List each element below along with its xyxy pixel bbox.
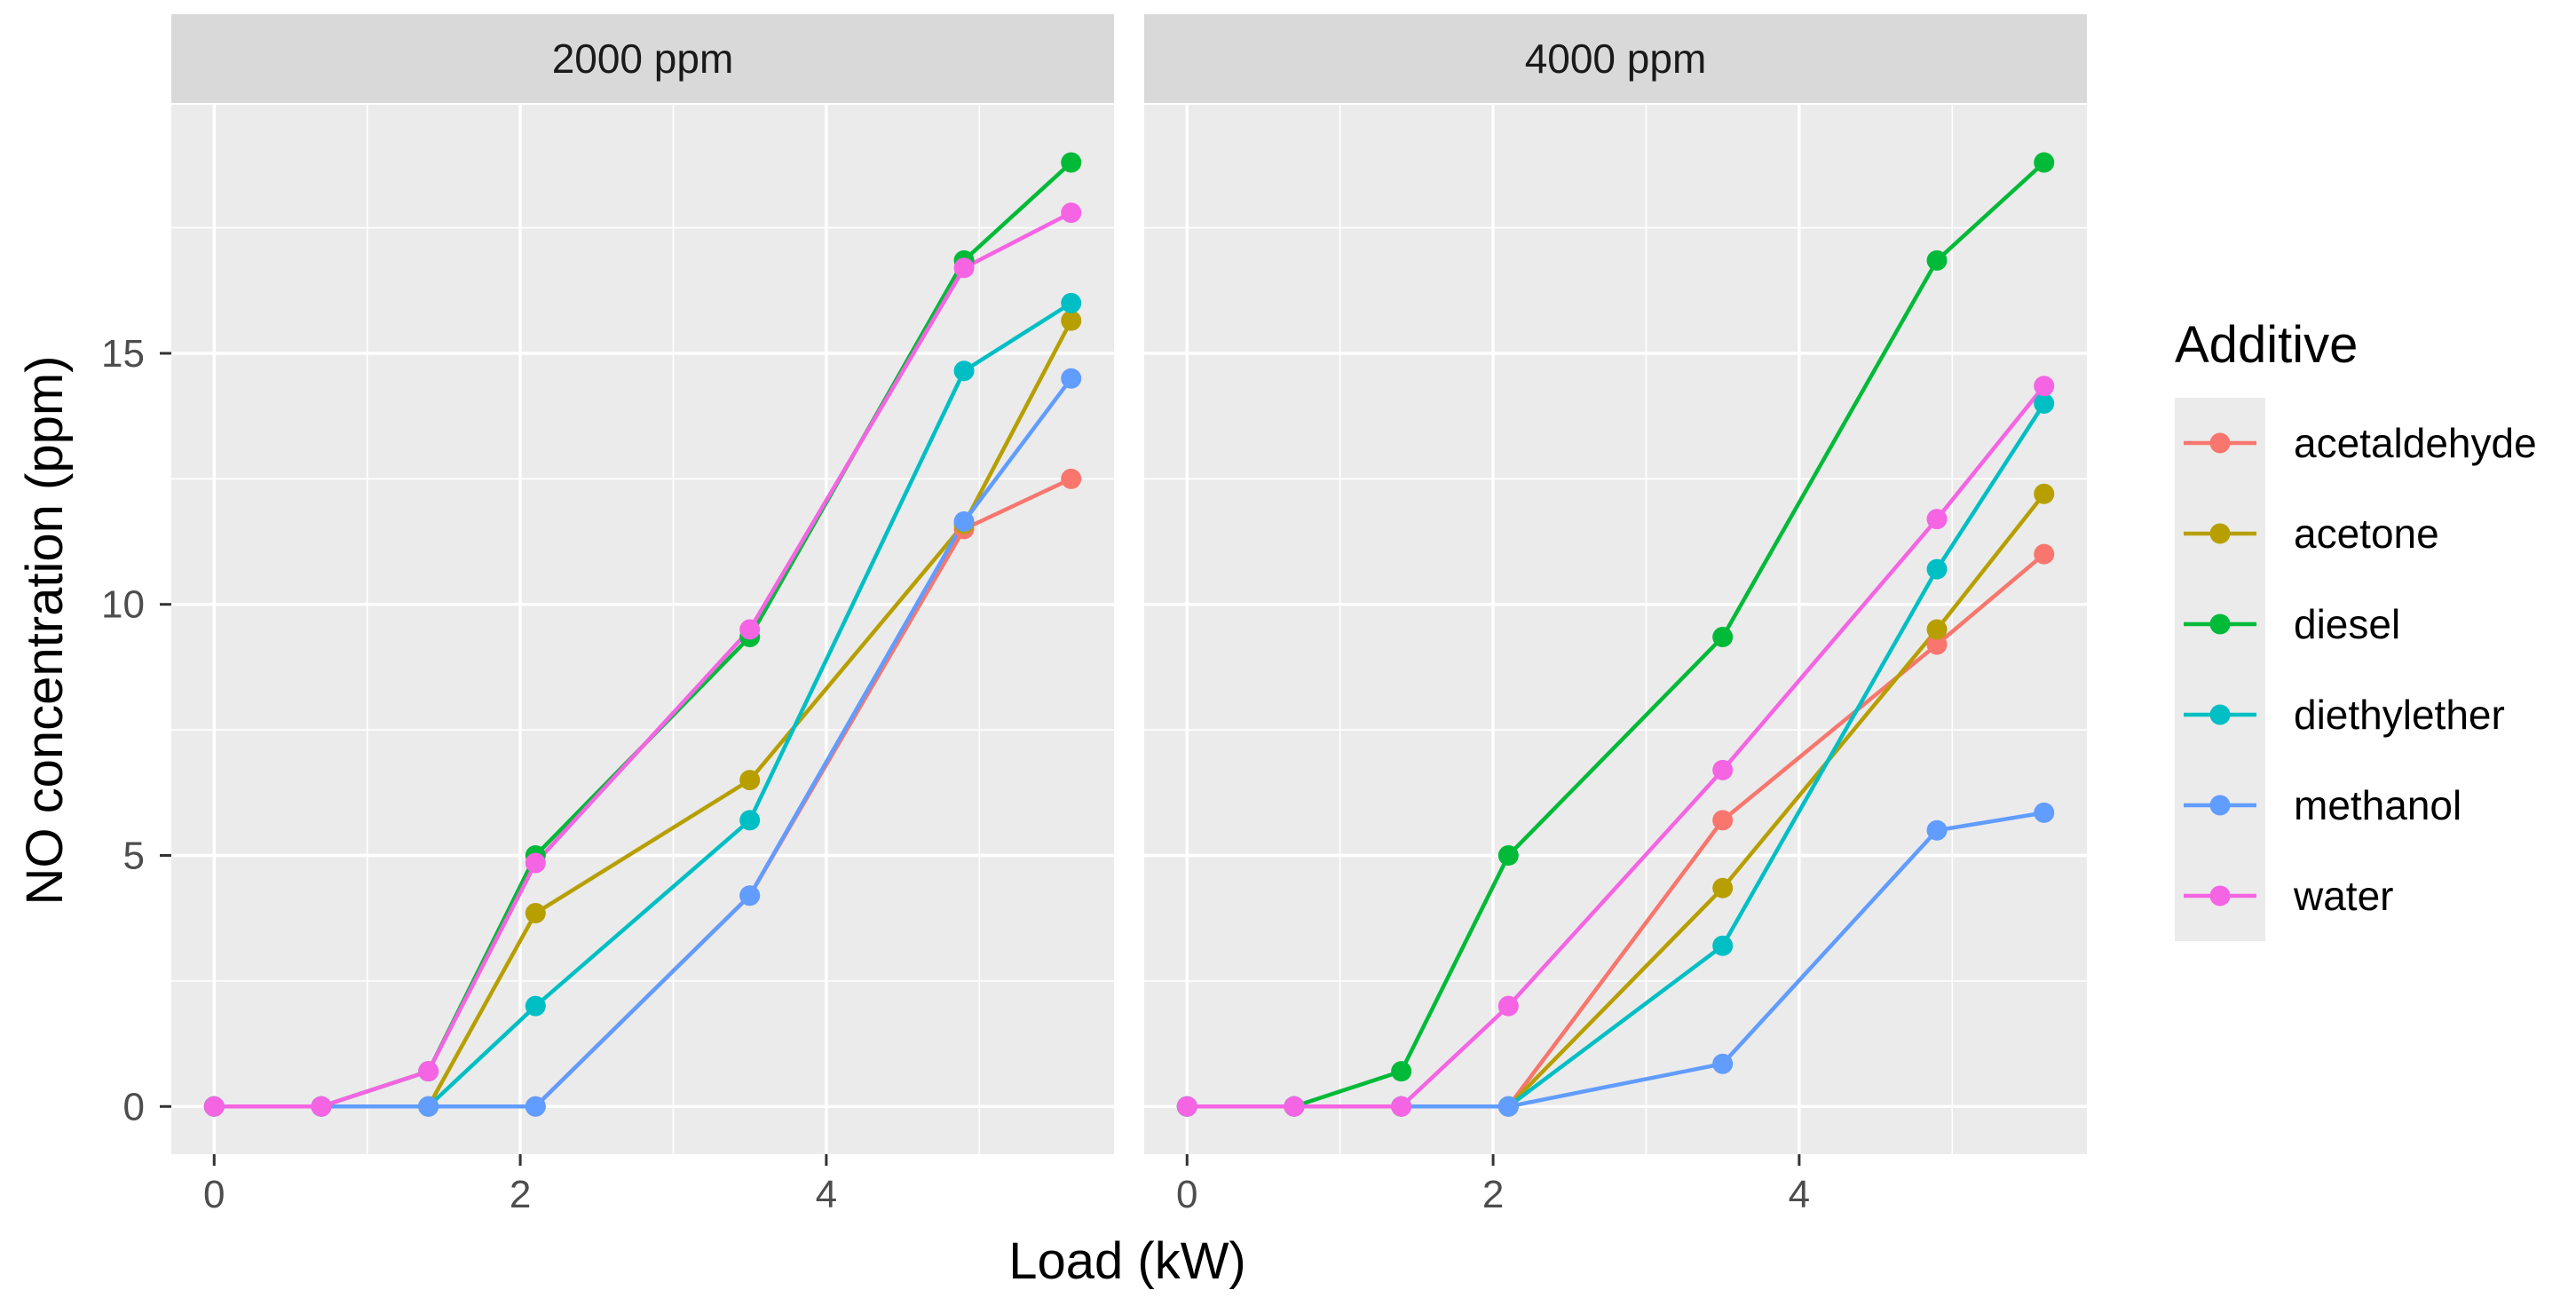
data-point-acetaldehyde [1712,810,1734,831]
data-point-acetone [1926,619,1948,640]
data-point-acetone [1712,877,1734,898]
data-point-methanol [953,511,975,532]
data-point-water [203,1096,225,1117]
y-tick-label: 0 [123,1085,145,1128]
facet-panel: 2000 ppm [171,14,1114,1154]
data-point-diethylether [1061,292,1082,313]
facet-panel: 4000 ppm [1144,14,2087,1154]
data-point-water [525,852,546,874]
data-point-methanol [418,1096,439,1117]
data-point-diesel [1061,152,1082,173]
x-tick-label: 4 [816,1173,837,1216]
axes: 0 5 10 15 0 2 4 0 2 4 [101,332,1810,1216]
legend-label: water [2293,873,2393,919]
legend-label: acetone [2294,511,2439,557]
facet-strip-label: 4000 ppm [1525,36,1707,82]
data-point-methanol [1061,368,1082,389]
data-point-methanol [1926,819,1948,841]
x-tick-label: 2 [1482,1173,1504,1216]
data-point-methanol [1712,1053,1734,1074]
data-point-acetone [739,770,761,791]
data-point-water [953,257,975,279]
legend-title: Additive [2175,316,2358,374]
data-point-water [1497,995,1519,1017]
data-point-diesel [1926,249,1948,271]
data-point-water [2034,376,2055,397]
data-point-diethylether [953,360,975,382]
data-point-water [1926,509,1948,530]
legend-label: acetaldehyde [2294,420,2537,466]
data-point-water [418,1061,439,1082]
data-point-diesel [1391,1061,1412,1082]
legend-item-acetone: acetone [2184,511,2439,557]
facet-strip [171,14,1114,103]
legend-label: diethylether [2294,692,2505,738]
facet-strip [1144,14,2087,103]
panels: 2000 ppm 4000 ppm [171,14,2087,1154]
data-point-diesel [1712,626,1734,647]
y-axis-title: NO concentration (ppm) [16,356,74,906]
legend-key-point [2209,704,2231,725]
data-point-diethylether [739,810,761,831]
data-point-diesel [1497,844,1519,866]
legend-item-diesel: diesel [2184,601,2400,647]
data-point-methanol [739,885,761,906]
x-tick-label: 0 [203,1173,225,1216]
data-point-diethylether [2034,393,2055,415]
data-point-water [311,1096,332,1117]
data-point-acetaldehyde [2034,543,2055,565]
legend-item-methanol: methanol [2184,782,2461,828]
legend-key-point [2209,613,2231,635]
data-point-diethylether [1712,935,1734,956]
legend-item-acetaldehyde: acetaldehyde [2184,420,2537,466]
data-point-methanol [525,1096,546,1117]
data-point-water [1712,759,1734,780]
data-point-acetone [1061,310,1082,331]
data-point-acetaldehyde [1061,468,1082,489]
x-tick-label: 4 [1789,1173,1810,1216]
legend: Additive acetaldehyde acetone diesel diethy… [2175,316,2537,941]
legend-label: methanol [2294,782,2461,828]
data-point-acetone [525,903,546,924]
legend-item-diethylether: diethylether [2184,692,2505,738]
data-point-water [1061,202,1082,224]
data-point-diesel [2034,152,2055,173]
legend-label: diesel [2294,601,2400,647]
y-tick-label: 5 [123,834,145,877]
data-point-diethylether [1926,558,1948,580]
legend-key-background [2175,398,2265,941]
data-point-water [739,619,761,640]
y-tick-label: 10 [101,583,145,627]
legend-item-water: water [2184,873,2393,919]
legend-key-point [2209,795,2231,816]
data-point-water [1176,1096,1197,1117]
facet-strip-label: 2000 ppm [552,36,734,82]
data-point-methanol [1497,1096,1519,1117]
data-point-methanol [2034,802,2055,823]
data-point-water [1391,1096,1412,1117]
y-tick-label: 15 [101,332,145,376]
x-tick-label: 2 [510,1173,531,1216]
data-point-acetaldehyde [1926,634,1948,655]
data-point-acetone [2034,483,2055,504]
legend-key-point [2209,432,2231,454]
legend-key-point [2209,523,2231,544]
x-axis-title: Load (kW) [1008,1232,1246,1290]
data-point-water [1284,1096,1305,1117]
x-tick-label: 0 [1176,1173,1197,1216]
legend-key-point [2209,885,2231,906]
data-point-diethylether [525,995,546,1017]
